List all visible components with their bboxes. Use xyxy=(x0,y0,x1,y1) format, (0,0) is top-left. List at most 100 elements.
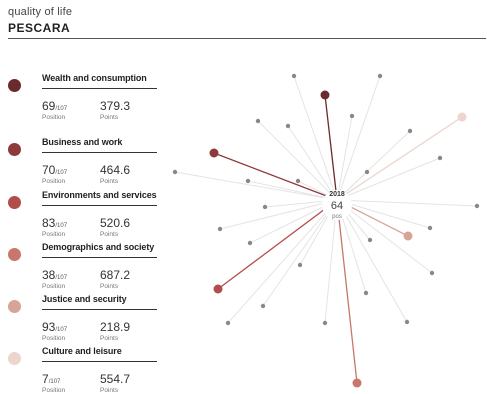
justice-dot xyxy=(403,231,413,241)
position-stat: 70/107 Position xyxy=(42,161,67,185)
position-stat: 38/107 Position xyxy=(42,266,67,290)
category-spokes xyxy=(213,94,463,384)
spoke-line xyxy=(324,199,338,324)
indicator-dot xyxy=(474,203,480,209)
points-value: 554.7 xyxy=(100,372,131,386)
culture-dot xyxy=(457,112,467,122)
position-total: /107 xyxy=(48,379,61,385)
points-label: Points xyxy=(100,178,119,185)
points-stat: 379.3 Points xyxy=(100,97,130,121)
center-value: 64 xyxy=(331,200,343,212)
points-value: 218.9 xyxy=(100,320,131,334)
spoke-line xyxy=(293,75,338,201)
position-label: Position xyxy=(42,283,66,290)
position-stat: 93/107 Position xyxy=(42,318,67,342)
spoke-line xyxy=(219,199,338,230)
position-total: /107 xyxy=(55,275,68,281)
spoke-line xyxy=(336,115,353,201)
position-value: 93 xyxy=(42,320,56,334)
spoke-line xyxy=(247,180,338,201)
points-value: 687.2 xyxy=(100,268,131,282)
culture-spoke xyxy=(336,116,463,201)
indicator-dot xyxy=(363,290,369,296)
indicator-dot xyxy=(404,319,410,325)
spoke-line xyxy=(336,199,433,274)
position-value: 38 xyxy=(42,268,56,282)
spoke-line xyxy=(262,199,338,307)
category-color-dot xyxy=(8,196,21,209)
center-badge xyxy=(322,190,352,220)
wealth-dot xyxy=(320,90,330,100)
indicator-dot xyxy=(260,303,266,309)
environments-spoke xyxy=(217,199,338,290)
demographics-spoke xyxy=(336,199,358,384)
indicator-dot xyxy=(427,225,433,231)
category-color-dot xyxy=(8,143,21,156)
wealth-spoke xyxy=(324,94,338,201)
points-label: Points xyxy=(100,335,119,342)
indicator-dot xyxy=(255,118,261,124)
points-stat: 520.6 Points xyxy=(100,214,130,238)
indicator-dot xyxy=(407,128,413,134)
business-dot xyxy=(209,148,219,158)
spoke-line xyxy=(336,157,441,201)
spoke-line xyxy=(336,199,478,207)
position-total: /107 xyxy=(55,223,68,229)
demographics-dot xyxy=(352,378,362,388)
points-value: 464.6 xyxy=(100,163,131,177)
page-title: PESCARA xyxy=(8,21,486,39)
spoke-line xyxy=(227,199,338,324)
points-value: 520.6 xyxy=(100,216,131,230)
points-stat: 687.2 Points xyxy=(100,266,130,290)
position-stat: 83/107 Position xyxy=(42,214,67,238)
indicator-dot xyxy=(245,178,251,184)
indicator-dot xyxy=(364,169,370,175)
environments-dot xyxy=(213,284,223,294)
indicator-dot xyxy=(297,262,303,268)
spoke-lines xyxy=(174,75,478,324)
position-total: /107 xyxy=(55,170,68,176)
spoke-line xyxy=(174,171,338,201)
spoke-line xyxy=(336,75,381,201)
indicator-dot xyxy=(377,73,383,79)
spoke-line xyxy=(257,120,338,201)
position-label: Position xyxy=(42,178,66,185)
other-indicator-dots xyxy=(172,73,480,326)
position-label: Position xyxy=(42,231,66,238)
position-value: 69 xyxy=(42,99,56,113)
indicator-dot xyxy=(225,320,231,326)
indicator-dot xyxy=(285,123,291,129)
indicator-dot xyxy=(437,155,443,161)
indicator-dot xyxy=(291,73,297,79)
position-value: 7 xyxy=(42,372,49,386)
header: quality of life PESCARA xyxy=(8,6,486,39)
points-label: Points xyxy=(100,283,119,290)
category-name: Culture and leisure xyxy=(42,346,157,362)
business-spoke xyxy=(213,152,338,201)
indicator-dot xyxy=(295,178,301,184)
category-name: Justice and security xyxy=(42,294,157,310)
points-label: Points xyxy=(100,231,119,238)
position-stat: 69/107 Position xyxy=(42,97,67,121)
center-year: 2018 xyxy=(329,191,345,198)
points-stat: 218.9 Points xyxy=(100,318,130,342)
category-color-dot xyxy=(8,79,21,92)
indicator-dot xyxy=(172,169,178,175)
spoke-line xyxy=(336,199,431,229)
points-stat: 464.6 Points xyxy=(100,161,130,185)
page-subtitle: quality of life xyxy=(8,6,73,18)
position-total: /107 xyxy=(55,327,68,333)
indicator-dot xyxy=(217,226,223,232)
category-name: Demographics and society xyxy=(42,242,157,258)
indicator-dot xyxy=(367,237,373,243)
points-label: Points xyxy=(100,114,119,121)
points-value: 379.3 xyxy=(100,99,131,113)
position-label: Position xyxy=(42,335,66,342)
category-name: Wealth and consumption xyxy=(42,73,157,89)
category-color-dot xyxy=(8,352,21,365)
category-color-dot xyxy=(8,248,21,261)
position-value: 70 xyxy=(42,163,56,177)
spoke-line xyxy=(336,199,408,323)
indicator-dot xyxy=(349,113,355,119)
